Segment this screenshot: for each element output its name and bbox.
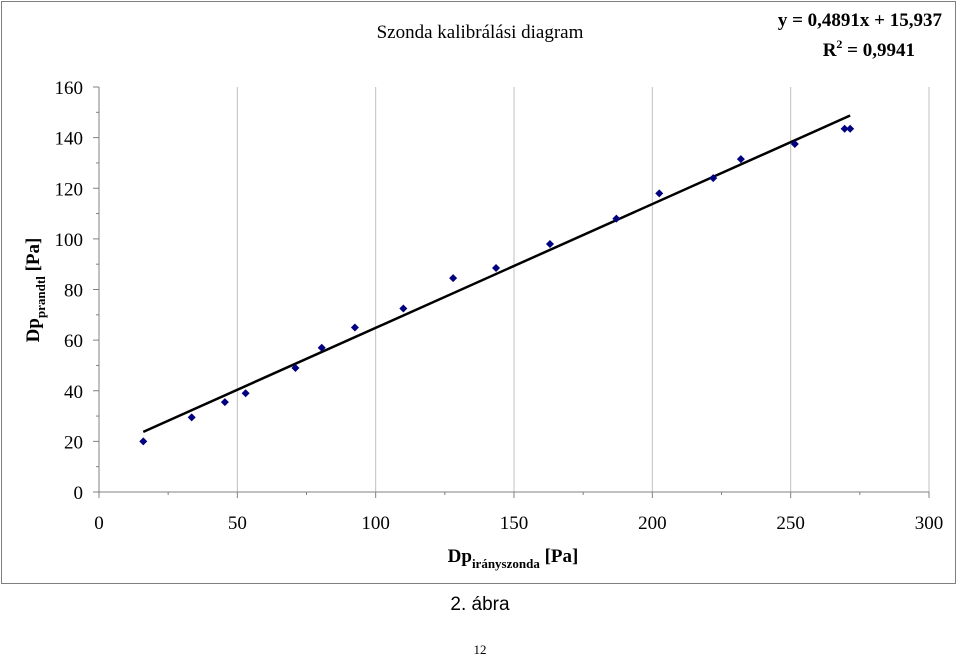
y-axis-label-sub: prandtl <box>33 276 48 318</box>
x-axis-label-main: Dp <box>448 546 472 567</box>
y-tick-label: 80 <box>64 281 83 302</box>
data-point-marker <box>187 413 196 422</box>
data-points <box>139 124 855 446</box>
data-point-marker <box>220 398 229 407</box>
data-point-marker <box>709 174 718 183</box>
chart-title: Szonda kalibrálási diagram <box>377 22 584 43</box>
y-tick-label: 0 <box>74 483 84 504</box>
x-axis-label-unit: [Pa] <box>540 546 579 567</box>
data-point-marker <box>736 155 745 164</box>
x-tick-label: 0 <box>94 513 104 534</box>
r-squared-label: R2 = 0,9941 <box>823 37 915 61</box>
data-point-marker <box>840 124 849 133</box>
data-point-marker <box>139 437 148 446</box>
x-tick-label: 300 <box>915 513 944 534</box>
y-tick-label: 60 <box>64 331 83 352</box>
y-axis-label: Dpprandtl [Pa] <box>23 238 48 343</box>
y-tick-label: 20 <box>64 432 83 453</box>
x-tick-labels: 0 50 100 150 200 250 300 <box>94 513 943 534</box>
data-point-marker <box>790 139 799 148</box>
y-tick-label: 160 <box>55 78 84 99</box>
y-tick-label: 40 <box>64 382 83 403</box>
page-number: 12 <box>473 642 487 657</box>
x-tick-label: 150 <box>500 513 529 534</box>
y-tick-label: 100 <box>55 230 84 251</box>
x-axis-label: Dpirányszonda [Pa] <box>448 546 579 571</box>
x-tick-label: 200 <box>638 513 667 534</box>
grid-lines <box>236 87 930 492</box>
y-tick-labels: 0 20 40 60 80 100 120 140 160 <box>55 78 84 504</box>
data-point-marker <box>350 323 359 332</box>
data-point-marker <box>449 274 458 283</box>
trendline <box>142 114 851 433</box>
x-axis-label-sub: irányszonda <box>472 556 540 571</box>
data-point-marker <box>612 214 621 223</box>
data-point-marker <box>399 304 408 313</box>
y-tick-label: 120 <box>55 179 84 200</box>
data-point-marker <box>241 389 250 398</box>
trendline-group <box>142 114 851 433</box>
data-point-marker <box>846 124 855 133</box>
data-point-marker <box>317 343 326 352</box>
trendline-equation: y = 0,4891x + 15,937 <box>778 10 943 31</box>
r-squared-value: = 0,9941 <box>842 40 915 61</box>
y-axis-label-unit: [Pa] <box>23 238 44 277</box>
y-axis-label-main: Dp <box>23 318 44 342</box>
data-point-marker <box>655 189 664 198</box>
x-tick-label: 250 <box>776 513 805 534</box>
data-point-marker <box>291 363 300 372</box>
chart-frame <box>1 1 956 584</box>
calibration-chart: 0 50 100 150 200 250 300 0 20 40 60 80 100 120 140 160… <box>23 10 943 571</box>
x-tick-label: 50 <box>228 513 247 534</box>
r-squared-exp: 2 <box>836 37 842 51</box>
axes <box>93 86 930 498</box>
data-point-marker <box>545 239 554 248</box>
x-tick-label: 100 <box>361 513 390 534</box>
y-tick-label: 140 <box>55 129 84 150</box>
figure-caption: 2. ábra <box>450 594 510 615</box>
data-point-marker <box>492 263 501 272</box>
r-squared-r: R <box>823 40 837 61</box>
